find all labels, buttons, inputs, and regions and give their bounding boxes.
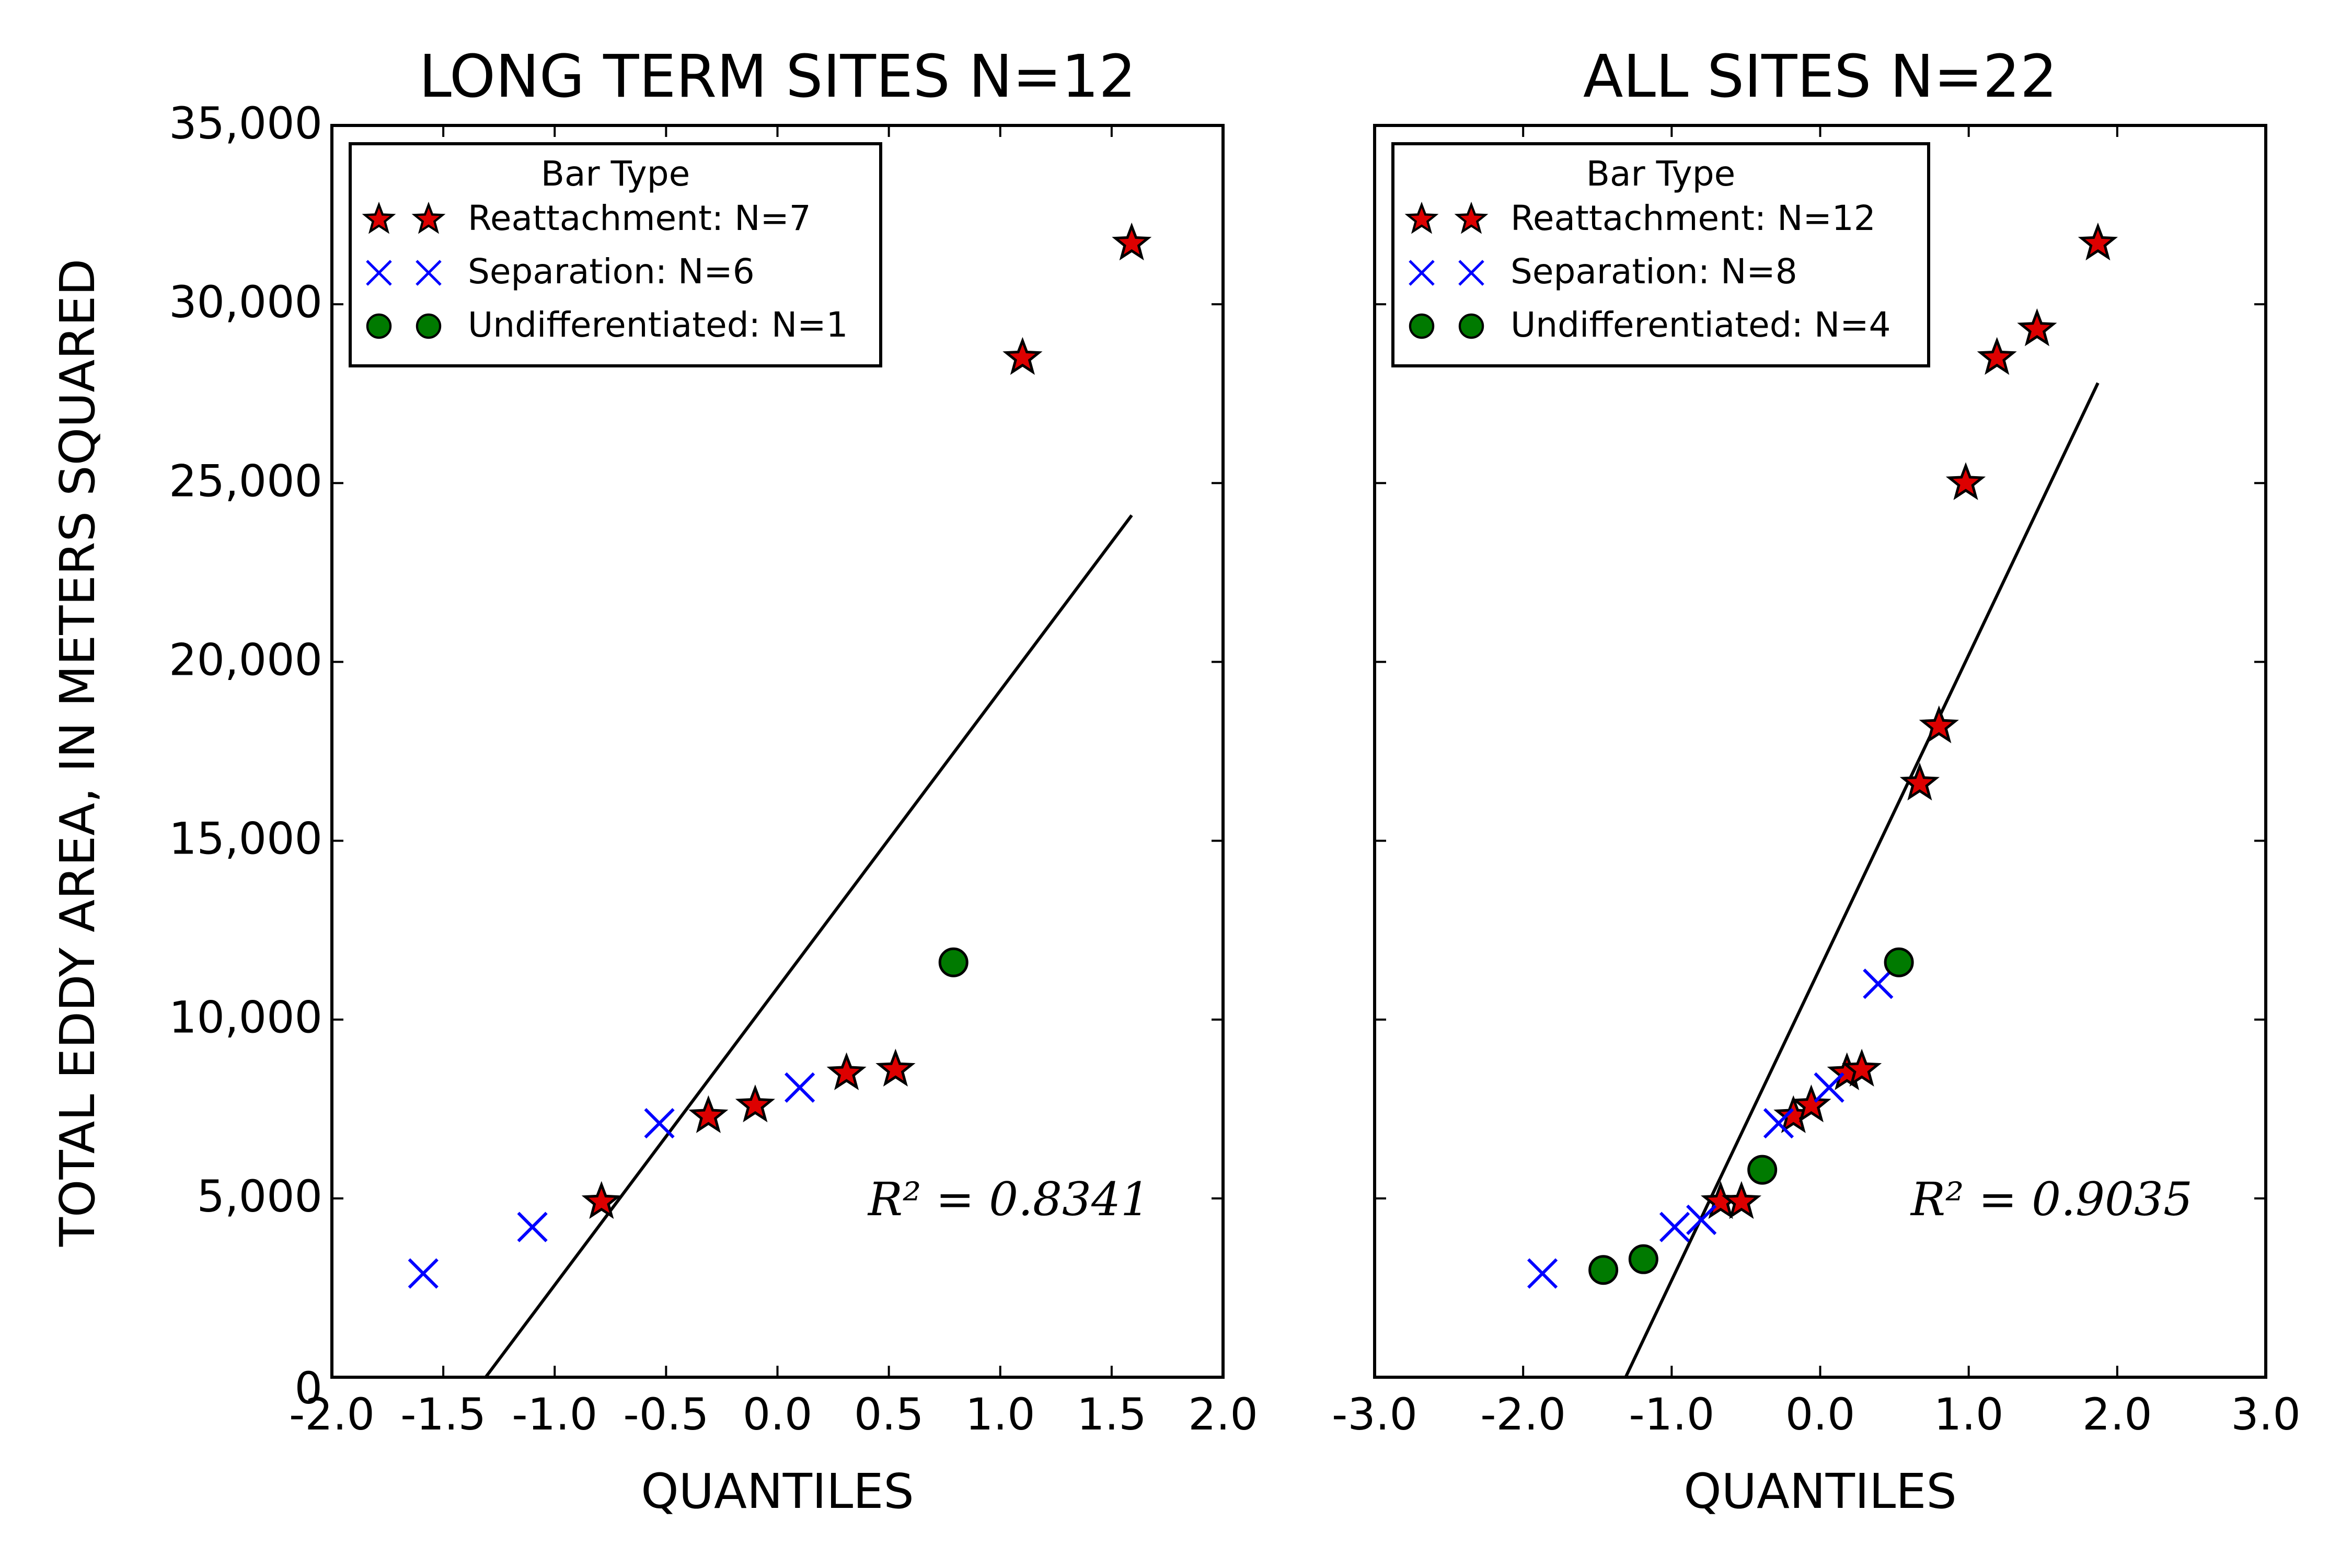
data-point-reattachment	[875, 1048, 916, 1087]
data-point-separation	[408, 1258, 439, 1289]
x-axis-label: QUANTILES	[1684, 1463, 1957, 1519]
x-tick-label: 3.0	[2231, 1389, 2301, 1440]
fit-line	[1624, 382, 2100, 1377]
chart-title: ALL SITES N=22	[1583, 43, 2057, 111]
data-point-separation	[1527, 1258, 1558, 1289]
data-point-reattachment	[735, 1084, 775, 1123]
data-point-separation	[785, 1072, 815, 1103]
x-tick-label: 1.0	[965, 1389, 1035, 1440]
x-tick-label: 2.0	[1188, 1389, 1258, 1440]
x-tick-label: -1.5	[400, 1389, 486, 1440]
x-tick-label: -2.0	[289, 1389, 375, 1440]
legend-marker-undifferentiated	[366, 313, 392, 339]
data-point-reattachment	[1919, 705, 1959, 744]
x-tick-label: 0.0	[1785, 1389, 1855, 1440]
y-tick-label: 20,000	[169, 634, 322, 685]
legend-marker-separation	[366, 260, 392, 286]
data-point-undifferentiated	[1884, 947, 1914, 977]
r-squared-annotation: R² = 0.9035	[1910, 1172, 2193, 1226]
x-tick-label: 0.0	[743, 1389, 813, 1440]
y-tick-label: 25,000	[169, 455, 322, 506]
fit-line	[484, 514, 1133, 1377]
y-tick-label: 0	[295, 1363, 322, 1414]
data-point-reattachment	[1112, 222, 1152, 261]
legend-marker-reattachment	[1404, 201, 1439, 234]
chart-panel-long-term: LONG TERM SITES N=12 -2.0 -1.5 -1.0 -0.5 0.0 0…	[169, 43, 1258, 1519]
legend-title: Bar Type	[1586, 154, 1735, 194]
data-point-undifferentiated	[1628, 1244, 1658, 1274]
x-tick-label: 2.0	[2082, 1389, 2152, 1440]
data-point-reattachment	[1945, 462, 1986, 500]
data-point-reattachment	[1791, 1084, 1831, 1123]
legend-entry: Separation: N=8	[1511, 251, 1797, 292]
x-tick-label: -0.5	[623, 1389, 709, 1440]
data-point-reattachment	[581, 1181, 621, 1219]
data-point-separation	[1863, 969, 1894, 999]
legend-entry: Separation: N=6	[468, 251, 755, 292]
x-tick-label: 0.5	[854, 1389, 924, 1440]
data-point-separation	[1686, 1204, 1717, 1236]
data-point-separation	[1659, 1212, 1690, 1242]
data-point-undifferentiated	[1747, 1155, 1778, 1185]
data-point-reattachment	[1977, 337, 2017, 375]
legend-marker-undifferentiated	[1409, 313, 1435, 339]
legend-marker-separation	[416, 260, 442, 286]
data-point-separation	[1814, 1072, 1844, 1103]
legend-entry: Undifferentiated: N=4	[1511, 305, 1890, 345]
x-tick-label: -3.0	[1332, 1389, 1417, 1440]
legend-entry: Reattachment: N=7	[468, 198, 811, 238]
data-point-reattachment	[688, 1095, 729, 1133]
legend-marker-separation	[1409, 260, 1435, 286]
y-tick-label: 10,000	[169, 992, 322, 1043]
x-axis-label: QUANTILES	[641, 1463, 914, 1519]
legend-marker-undifferentiated	[1458, 313, 1484, 339]
legend-marker-undifferentiated	[416, 313, 442, 339]
plot-frame	[330, 124, 1225, 1379]
x-tick-label: -2.0	[1480, 1389, 1566, 1440]
plot-frame	[1373, 124, 2267, 1379]
legend-marker-reattachment	[1454, 201, 1489, 234]
chart-panel-all-sites: ALL SITES N=22 -3.0 -2.0 -1.0 0.0 1.0 2.0 3.0 Ba…	[1332, 43, 2301, 1519]
data-point-separation	[517, 1212, 548, 1242]
legend-marker-reattachment	[362, 201, 396, 234]
x-tick-label: -1.0	[512, 1389, 597, 1440]
data-point-reattachment	[826, 1052, 867, 1090]
chart-title: LONG TERM SITES N=12	[419, 43, 1136, 111]
data-point-reattachment	[1721, 1181, 1762, 1219]
x-tick-label: 1.5	[1077, 1389, 1147, 1440]
x-tick-label: -1.0	[1629, 1389, 1714, 1440]
x-tick-label: 1.0	[1934, 1389, 2004, 1440]
y-tick-label: 30,000	[169, 276, 322, 328]
data-point-reattachment	[1899, 763, 1940, 801]
data-point-undifferentiated	[938, 947, 969, 977]
data-point-reattachment	[2017, 308, 2057, 347]
data-point-reattachment	[1841, 1048, 1882, 1087]
data-point-undifferentiated	[1588, 1255, 1619, 1285]
r-squared-annotation: R² = 0.8341	[867, 1172, 1150, 1226]
legend-entry: Reattachment: N=12	[1511, 198, 1876, 238]
y-tick-label: 15,000	[169, 813, 322, 864]
legend-marker-separation	[1458, 260, 1484, 286]
legend-title: Bar Type	[541, 154, 690, 194]
y-tick-label: 35,000	[169, 98, 322, 149]
y-axis-label: TOTAL EDDY AREA, IN METERS SQUARED	[50, 259, 106, 1247]
legend-marker-reattachment	[411, 201, 446, 234]
data-point-reattachment	[1002, 337, 1043, 375]
data-point-separation	[1763, 1108, 1794, 1139]
data-point-reattachment	[2078, 222, 2118, 261]
y-tick-label: 5,000	[197, 1171, 322, 1222]
legend-entry: Undifferentiated: N=1	[468, 305, 848, 345]
data-point-separation	[644, 1108, 675, 1139]
